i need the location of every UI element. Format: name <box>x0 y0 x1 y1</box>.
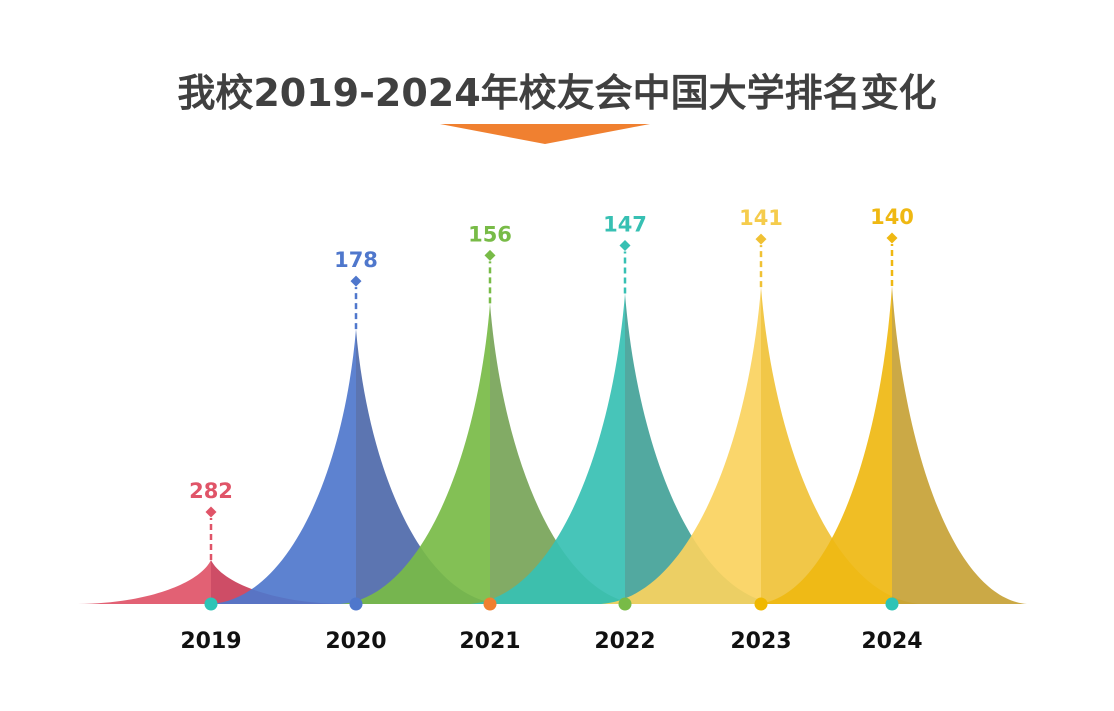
peak-2021-right <box>490 303 640 604</box>
year-label-2022: 2022 <box>594 629 655 654</box>
labels-layer: 282 2019 178 2020 156 2021 147 2022 141 2023 140 20… <box>180 205 922 654</box>
baseline-dot-2022 <box>618 597 632 611</box>
year-label-2024: 2024 <box>861 629 922 654</box>
baseline-dot-2020 <box>349 597 363 611</box>
baseline-dot-2021 <box>483 597 497 611</box>
peak-2024-right <box>892 286 1027 604</box>
diamond-marker-2020 <box>350 275 362 287</box>
peak-2022-right <box>625 293 780 604</box>
value-label-2021: 156 <box>468 222 512 246</box>
baseline-dot-2019 <box>204 597 218 611</box>
diamond-marker-2021 <box>484 249 496 261</box>
diamond-marker-2019 <box>205 506 217 518</box>
peak-2023-left <box>601 287 761 604</box>
diamond-marker-2022 <box>619 240 631 252</box>
value-label-2023: 141 <box>739 206 783 230</box>
value-label-2020: 178 <box>334 248 378 272</box>
title-arrow-decoration <box>440 124 650 144</box>
year-label-2021: 2021 <box>459 629 520 654</box>
peak-2019-left <box>78 560 211 604</box>
baseline-dot-2024 <box>885 597 899 611</box>
value-label-2019: 282 <box>189 479 233 503</box>
diamond-marker-2023 <box>755 233 767 245</box>
year-label-2019: 2019 <box>180 629 241 654</box>
year-label-2023: 2023 <box>730 629 791 654</box>
value-label-2022: 147 <box>603 213 647 237</box>
year-label-2020: 2020 <box>325 629 386 654</box>
markers-layer <box>204 232 899 611</box>
peaks-layer <box>78 286 1027 604</box>
peak-2024-left <box>757 286 892 604</box>
peak-2019-right <box>211 560 344 604</box>
diamond-marker-2024 <box>886 232 898 244</box>
chart-title: 我校2019-2024年校友会中国大学排名变化 <box>177 71 937 115</box>
peak-2022-left <box>470 293 625 604</box>
baseline-dot-2023 <box>754 597 768 611</box>
peak-2020-right <box>356 329 501 604</box>
peak-2020-left <box>211 329 356 604</box>
peak-2021-left <box>340 303 490 604</box>
value-label-2024: 140 <box>870 205 914 229</box>
peak-2023-right <box>761 287 921 604</box>
